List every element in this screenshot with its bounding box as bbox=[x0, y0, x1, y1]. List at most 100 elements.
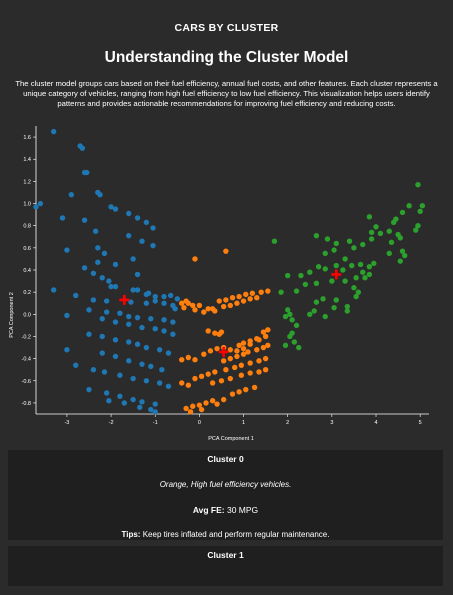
data-point-cluster-1 bbox=[179, 380, 185, 386]
data-point-cluster-1 bbox=[227, 355, 233, 362]
data-point-cluster-2 bbox=[373, 224, 379, 230]
data-point-cluster-0 bbox=[117, 372, 123, 378]
data-point-cluster-0 bbox=[73, 362, 79, 368]
data-point-cluster-2 bbox=[399, 209, 406, 216]
x-tick-label: 0 bbox=[198, 420, 201, 426]
data-point-cluster-2 bbox=[397, 258, 403, 264]
data-point-cluster-0 bbox=[130, 375, 136, 382]
data-point-cluster-0 bbox=[90, 366, 97, 373]
data-point-cluster-1 bbox=[223, 248, 229, 254]
data-point-cluster-0 bbox=[148, 316, 154, 322]
data-point-cluster-1 bbox=[260, 344, 267, 351]
data-point-cluster-2 bbox=[313, 232, 320, 239]
data-point-cluster-0 bbox=[165, 350, 172, 356]
data-point-cluster-2 bbox=[368, 229, 375, 236]
data-point-cluster-0 bbox=[126, 321, 132, 327]
data-point-cluster-0 bbox=[148, 363, 154, 370]
data-point-cluster-0 bbox=[101, 250, 108, 257]
y-tick-label: 1.4 bbox=[23, 157, 31, 163]
data-point-cluster-2 bbox=[271, 238, 278, 244]
data-point-cluster-2 bbox=[346, 238, 353, 244]
y-tick-label: 1.6 bbox=[23, 135, 31, 141]
data-point-cluster-2 bbox=[340, 267, 346, 273]
data-point-cluster-0 bbox=[174, 296, 181, 302]
data-point-cluster-0 bbox=[81, 217, 88, 223]
data-point-cluster-0 bbox=[73, 292, 79, 299]
data-point-cluster-1 bbox=[192, 357, 198, 363]
data-point-cluster-2 bbox=[415, 182, 421, 188]
data-point-cluster-2 bbox=[366, 263, 373, 270]
data-point-cluster-0 bbox=[90, 270, 97, 277]
data-point-cluster-1 bbox=[256, 337, 262, 343]
data-point-cluster-0 bbox=[37, 200, 44, 207]
y-tick-label: 1.0 bbox=[23, 202, 31, 208]
data-point-cluster-0 bbox=[112, 319, 119, 325]
data-point-cluster-0 bbox=[139, 238, 145, 244]
data-point-cluster-1 bbox=[214, 345, 220, 352]
centroid-marker bbox=[218, 346, 229, 357]
data-point-cluster-1 bbox=[218, 329, 225, 335]
data-point-cluster-0 bbox=[126, 210, 132, 217]
data-point-cluster-0 bbox=[86, 307, 92, 313]
data-point-cluster-1 bbox=[201, 351, 207, 357]
data-point-cluster-2 bbox=[357, 261, 364, 268]
tips-label: Tips: bbox=[121, 530, 141, 539]
data-point-cluster-0 bbox=[103, 298, 110, 304]
data-point-cluster-1 bbox=[190, 302, 196, 309]
data-point-cluster-0 bbox=[92, 228, 99, 234]
cluster-card-title: Cluster 0 bbox=[207, 454, 244, 464]
data-point-cluster-1 bbox=[209, 398, 216, 404]
data-point-cluster-0 bbox=[95, 245, 101, 251]
data-point-cluster-1 bbox=[256, 358, 262, 364]
data-point-cluster-0 bbox=[134, 341, 141, 347]
data-point-cluster-0 bbox=[170, 331, 176, 337]
data-point-cluster-2 bbox=[322, 266, 328, 272]
data-point-cluster-1 bbox=[240, 298, 247, 304]
data-point-cluster-0 bbox=[64, 312, 70, 319]
data-point-cluster-0 bbox=[130, 256, 136, 262]
data-point-cluster-0 bbox=[161, 293, 167, 300]
data-point-cluster-2 bbox=[331, 247, 337, 253]
data-point-cluster-0 bbox=[99, 316, 105, 322]
data-point-cluster-0 bbox=[128, 299, 134, 305]
x-tick-label: 2 bbox=[286, 420, 289, 426]
y-tick-label: -0.6 bbox=[22, 379, 31, 385]
data-point-cluster-1 bbox=[240, 351, 247, 357]
data-point-cluster-0 bbox=[108, 204, 114, 210]
data-point-cluster-1 bbox=[220, 303, 227, 310]
data-point-cluster-1 bbox=[187, 409, 194, 415]
data-point-cluster-2 bbox=[291, 339, 298, 345]
data-point-cluster-2 bbox=[353, 275, 359, 281]
data-point-cluster-0 bbox=[103, 390, 110, 396]
data-point-cluster-0 bbox=[106, 278, 112, 284]
data-point-cluster-2 bbox=[342, 256, 348, 262]
data-point-cluster-2 bbox=[333, 240, 339, 247]
data-point-cluster-1 bbox=[212, 330, 218, 336]
x-tick-label: 4 bbox=[374, 420, 377, 426]
data-point-cluster-2 bbox=[329, 278, 335, 284]
data-point-cluster-0 bbox=[50, 287, 57, 293]
data-point-cluster-0 bbox=[90, 297, 97, 303]
data-point-cluster-0 bbox=[145, 290, 152, 296]
y-tick-label: 0.2 bbox=[23, 290, 31, 296]
data-point-cluster-0 bbox=[156, 347, 163, 353]
data-point-cluster-2 bbox=[298, 272, 304, 279]
data-point-cluster-1 bbox=[234, 348, 240, 354]
data-point-cluster-0 bbox=[64, 247, 70, 253]
data-point-cluster-1 bbox=[265, 342, 271, 349]
data-point-cluster-1 bbox=[205, 328, 211, 334]
data-point-cluster-2 bbox=[406, 203, 412, 209]
data-point-cluster-1 bbox=[223, 366, 229, 373]
centroid-marker bbox=[119, 294, 130, 305]
data-point-cluster-2 bbox=[415, 222, 421, 229]
page-title: CARS BY CLUSTER bbox=[174, 22, 279, 34]
data-point-cluster-2 bbox=[307, 269, 313, 275]
data-point-cluster-1 bbox=[256, 369, 262, 375]
data-point-cluster-0 bbox=[143, 300, 150, 306]
data-point-cluster-2 bbox=[331, 304, 337, 311]
data-point-cluster-2 bbox=[284, 307, 291, 313]
y-tick-label: -0.8 bbox=[22, 401, 31, 407]
data-point-cluster-1 bbox=[185, 300, 192, 306]
data-point-cluster-0 bbox=[59, 215, 66, 221]
data-point-cluster-0 bbox=[150, 225, 156, 231]
